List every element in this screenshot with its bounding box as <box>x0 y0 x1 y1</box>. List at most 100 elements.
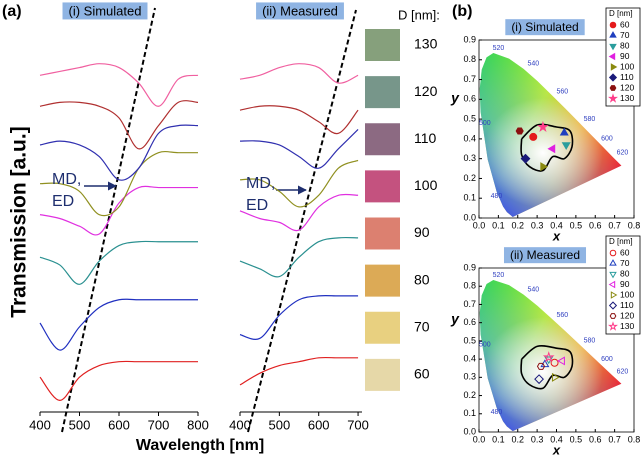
swatch-label: 90 <box>414 224 430 240</box>
contour-loop <box>520 344 574 390</box>
legend-label: 70 <box>620 258 630 268</box>
line-series <box>39 63 199 107</box>
locus-label: 580 <box>584 116 596 123</box>
swatch-label: 80 <box>414 271 430 287</box>
locus-label: 620 <box>617 369 629 376</box>
locus-label: 520 <box>493 272 505 279</box>
panel-label: (a) <box>2 3 22 20</box>
line-series <box>39 124 199 181</box>
locus-label: 540 <box>527 61 539 68</box>
legend-marker <box>608 52 616 61</box>
legend-label: 110 <box>620 72 634 82</box>
guide-line <box>247 9 357 433</box>
annotation: MD, <box>246 175 275 192</box>
y-tick-label: 0.0 <box>463 426 476 436</box>
scatter-point <box>561 142 571 151</box>
y-tick-label: 0.1 <box>463 408 476 418</box>
scatter-point <box>547 144 556 154</box>
scatter-point <box>515 127 524 135</box>
line-series <box>39 150 198 217</box>
x-tick-label: 600 <box>108 417 130 432</box>
x-tick-label: 0.2 <box>511 434 524 444</box>
x-tick-label: 0.2 <box>511 220 524 230</box>
y-axis-label: Transmission [a.u.] <box>8 126 31 317</box>
locus-label: 600 <box>601 136 613 143</box>
swatch-label: 60 <box>414 366 430 382</box>
annotation: MD, <box>52 171 81 188</box>
y-tick-label: 0.6 <box>463 94 476 104</box>
y-tick-label: 0.7 <box>463 74 476 84</box>
x-tick-label: 0.5 <box>570 220 583 230</box>
line-series <box>239 193 359 232</box>
y-tick-label: 0.3 <box>463 372 476 382</box>
x-tick-label: 0.4 <box>550 434 563 444</box>
legend-marker <box>609 313 617 319</box>
x-tick-label: 0.3 <box>531 220 544 230</box>
legend-marker <box>608 73 618 82</box>
legend-label: 70 <box>620 30 630 40</box>
x-tick-label: 0.8 <box>628 220 641 230</box>
x-tick-label: 0.3 <box>531 434 544 444</box>
x-tick-label: 0.0 <box>473 220 486 230</box>
color-swatch <box>365 264 400 297</box>
x-tick-label: 400 <box>29 417 51 432</box>
y-axis-label: y <box>450 311 460 327</box>
swatch-label: 100 <box>414 177 438 193</box>
y-tick-label: 0.8 <box>463 54 476 64</box>
chart-title: (ii) Measured <box>510 248 580 262</box>
legend-label: 100 <box>620 61 634 71</box>
legend-label: 100 <box>620 289 634 299</box>
annotation: ED <box>246 197 268 214</box>
y-tick-label: 0.2 <box>463 173 476 183</box>
x-tick-label: 0.0 <box>473 434 486 444</box>
line-series <box>239 356 359 386</box>
line-series <box>39 185 198 236</box>
x-tick-label: 600 <box>308 417 330 432</box>
color-swatch <box>365 170 400 203</box>
locus-label: 620 <box>617 150 629 157</box>
line-series <box>239 159 359 208</box>
panel-label: (b) <box>452 3 472 20</box>
locus-label: 480 <box>491 193 503 200</box>
x-tick-label: 0.1 <box>492 220 505 230</box>
gamut-fill <box>482 316 603 427</box>
locus-label: 560 <box>557 88 569 95</box>
y-tick-label: 0.1 <box>463 193 476 203</box>
legend-marker <box>608 321 618 331</box>
x-tick-label: 0.4 <box>550 220 563 230</box>
legend-marker <box>609 249 617 257</box>
legend-marker <box>609 271 617 279</box>
locus-label: 500 <box>479 341 491 348</box>
x-tick-label: 0.6 <box>589 220 602 230</box>
x-tick-label: 0.1 <box>492 434 505 444</box>
swatch-label: 120 <box>414 83 438 99</box>
x-tick-label: 0.8 <box>628 434 641 444</box>
line-series <box>239 236 359 278</box>
color-swatch <box>365 29 400 61</box>
color-swatch <box>365 217 400 250</box>
legend-marker <box>610 63 618 71</box>
legend-label: 130 <box>620 321 634 331</box>
scatter-point <box>550 358 559 367</box>
legend-label: 110 <box>620 300 634 310</box>
legend-label: 130 <box>620 93 634 103</box>
x-tick-label: 800 <box>187 417 209 432</box>
y-tick-label: 0.2 <box>463 390 476 400</box>
line-series <box>239 63 359 84</box>
scatter-point <box>542 351 555 363</box>
title-box <box>256 2 344 20</box>
x-tick-label: 700 <box>148 417 170 432</box>
y-tick-label: 0.4 <box>463 353 476 363</box>
line-series <box>39 240 198 285</box>
legend-marker <box>609 31 617 38</box>
scatter-point <box>534 374 544 385</box>
color-swatch <box>365 76 400 109</box>
line-series <box>239 105 359 135</box>
y-tick-label: 0.5 <box>463 335 476 345</box>
title-box <box>62 2 148 20</box>
scatter-point <box>529 132 538 141</box>
x-tick-label: 0.6 <box>589 434 602 444</box>
locus-label: 480 <box>491 409 503 416</box>
legend-title: D [nm] <box>609 9 633 18</box>
